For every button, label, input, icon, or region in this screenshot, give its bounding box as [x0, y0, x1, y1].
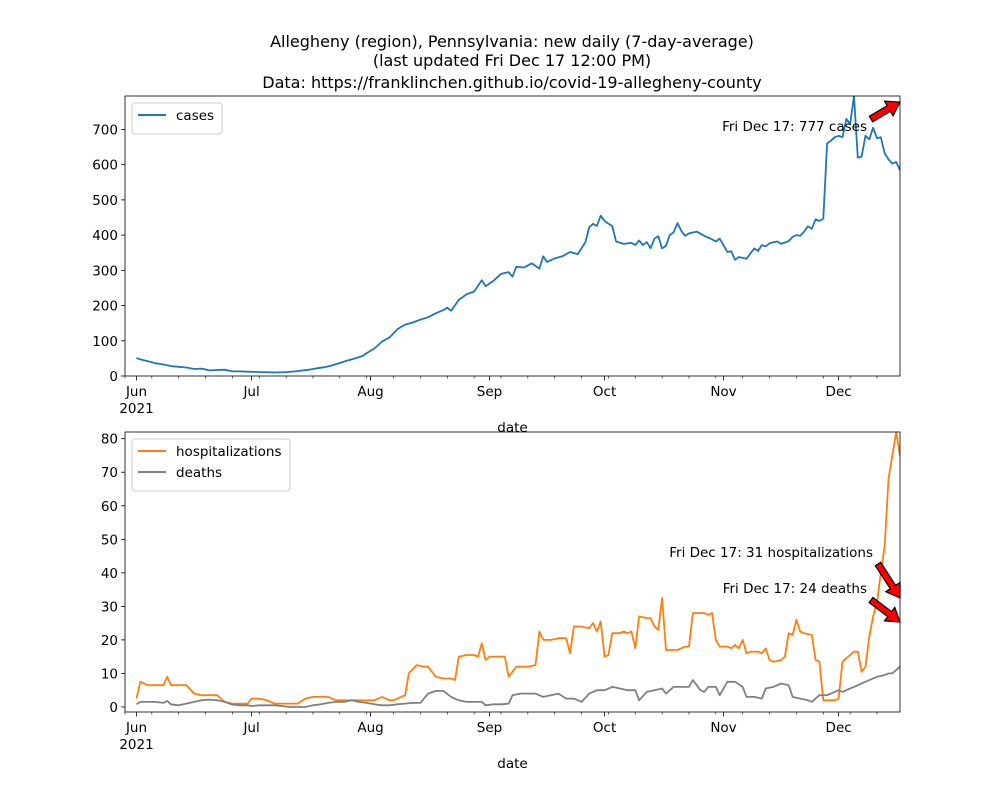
cases-panel-ytick-label: 700 [92, 122, 118, 138]
cases-panel-ytick-label: 600 [92, 158, 118, 174]
chart-title-line2: (last updated Fri Dec 17 12:00 PM) [373, 51, 651, 70]
cases-panel-frame [124, 95, 901, 377]
cases-panel-annotation-0: Fri Dec 17: 777 cases [722, 119, 867, 135]
cases-panel-ytick-label: 200 [92, 299, 118, 315]
cases-panel-series-line-cases [136, 96, 900, 374]
cases-panel-xtick-label: Nov [710, 384, 736, 400]
hosp-panel-xtick-label: Oct [593, 720, 616, 736]
hosp-panel-xtick-label: Aug [357, 720, 383, 736]
hosp-panel-annotation-arrow-1 [868, 596, 901, 623]
hosp-panel-ytick-label: 10 [101, 666, 118, 682]
hosp-panel-xtick-label: Sep [477, 720, 502, 736]
hosp-panel-xtick-label: Nov [710, 720, 736, 736]
hosp-panel-annotation-1: Fri Dec 17: 24 deaths [723, 581, 867, 597]
cases-panel-xtick-label: Sep [477, 384, 502, 400]
cases-panel-ytick-label: 400 [92, 228, 118, 244]
hosp-panel-ytick-label: 70 [101, 465, 118, 481]
hosp-panel-ytick-label: 30 [101, 599, 118, 615]
chart-title-line3: Data: https://franklinchen.github.io/cov… [262, 73, 761, 92]
hosp-panel-legend-box [131, 438, 291, 492]
hosp-panel-annotation-0: Fri Dec 17: 31 hospitalizations [669, 545, 873, 561]
cases-panel-xtick-label: Aug [357, 384, 383, 400]
cases-panel-xtick-label: Oct [593, 384, 616, 400]
cases-panel-xtick-label: Dec [826, 384, 852, 400]
cases-panel-legend-box [131, 102, 223, 135]
cases-panel-xtick-sublabel: 2021 [119, 401, 153, 417]
hosp-panel-ytick-label: 20 [101, 633, 118, 649]
hosp-panel-ytick-label: 0 [109, 700, 118, 716]
hosp-panel-series-line-deaths [136, 666, 900, 708]
hosp-panel-annotation-arrow-0 [874, 561, 901, 599]
cases-panel-xlabel: date [497, 420, 527, 436]
cases-panel-ytick-label: 100 [92, 334, 118, 350]
cases-panel-annotation-arrow-0 [868, 100, 901, 123]
hosp-panel-ytick-label: 80 [101, 432, 118, 448]
hosp-panel-xtick-label: Jul [242, 720, 259, 736]
cases-panel-xtick-label: Jun [125, 384, 147, 400]
cases-panel-ytick-label: 500 [92, 193, 118, 209]
hosp-panel-xtick-sublabel: 2021 [119, 737, 153, 753]
cases-panel-legend-label-cases: cases [176, 108, 214, 124]
cases-panel-ytick-label: 0 [109, 369, 118, 385]
hosp-panel-xtick-label: Dec [826, 720, 852, 736]
hosp-panel-ytick-label: 60 [101, 499, 118, 515]
chart-title-line1: Allegheny (region), Pennsylvania: new da… [270, 32, 754, 51]
cases-panel-xtick-label: Jul [242, 384, 259, 400]
hosp-panel-ytick-label: 40 [101, 566, 118, 582]
hosp-panel-ytick-label: 50 [101, 532, 118, 548]
hosp-panel-xtick-label: Jun [125, 720, 147, 736]
hosp-panel-series-line-hospitalizations [135, 432, 900, 705]
hosp-panel-xlabel: date [497, 756, 527, 772]
cases-panel-ytick-label: 300 [92, 263, 118, 279]
hosp-panel-legend-label-deaths: deaths [176, 465, 222, 481]
hosp-panel-frame [124, 431, 901, 713]
hosp-panel-legend-label-hospitalizations: hospitalizations [176, 444, 282, 460]
